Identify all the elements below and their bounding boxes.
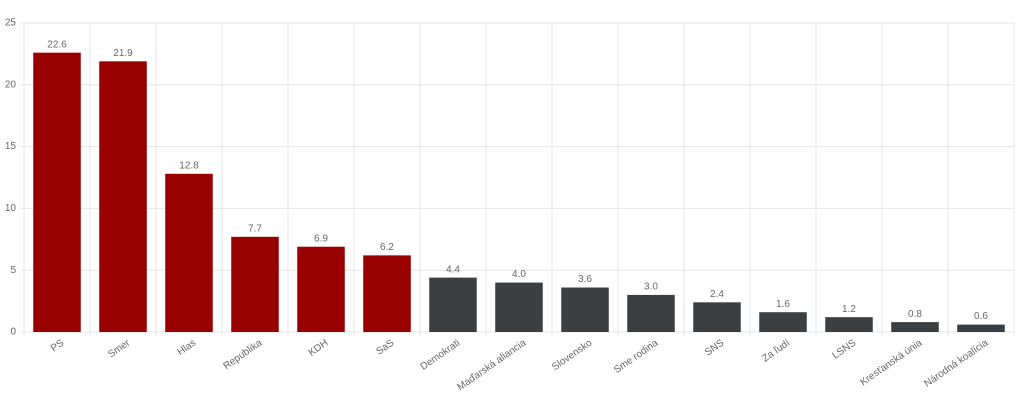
x-tick-label: Národná koalícia bbox=[922, 337, 990, 389]
value-label: 0.8 bbox=[908, 309, 922, 320]
x-tick-label: Smer bbox=[106, 337, 132, 360]
bar bbox=[165, 173, 213, 332]
bar bbox=[891, 322, 939, 332]
x-tick-label: Hlas bbox=[176, 338, 199, 358]
bar bbox=[957, 324, 1005, 332]
x-tick-label: PS bbox=[49, 337, 67, 354]
value-label: 3.0 bbox=[644, 282, 658, 293]
bar bbox=[429, 277, 477, 332]
bar bbox=[693, 302, 741, 332]
x-tick-label: LSNS bbox=[831, 337, 859, 361]
value-label: 4.4 bbox=[446, 264, 460, 275]
y-tick-label: 20 bbox=[5, 79, 17, 90]
y-tick-label: 5 bbox=[10, 265, 16, 276]
bar bbox=[297, 246, 345, 332]
bar bbox=[825, 317, 873, 332]
bar bbox=[33, 52, 81, 332]
value-label: 2.4 bbox=[710, 289, 724, 300]
y-tick-label: 15 bbox=[5, 141, 17, 152]
x-tick-label: SNS bbox=[703, 337, 726, 358]
value-label: 6.2 bbox=[380, 242, 394, 253]
value-label: 4.0 bbox=[512, 269, 526, 280]
bar bbox=[495, 282, 543, 332]
value-label: 6.9 bbox=[314, 233, 328, 244]
y-tick-label: 0 bbox=[10, 327, 16, 338]
x-tick-label: Republika bbox=[221, 337, 264, 372]
value-label: 7.7 bbox=[248, 223, 262, 234]
x-tick-label: Maďarská aliancia bbox=[455, 337, 528, 393]
x-tick-label: KDH bbox=[307, 338, 331, 359]
bar bbox=[99, 61, 147, 332]
value-label: 1.6 bbox=[776, 299, 790, 310]
x-tick-label: SaS bbox=[374, 337, 396, 357]
value-label: 0.6 bbox=[974, 311, 988, 322]
x-tick-label: Kresťanská únia bbox=[858, 337, 924, 388]
value-label: 21.9 bbox=[113, 48, 133, 59]
bar bbox=[561, 287, 609, 332]
value-label: 22.6 bbox=[47, 39, 67, 50]
value-label: 12.8 bbox=[179, 160, 199, 171]
bar bbox=[363, 255, 411, 332]
x-tick-label: Slovensko bbox=[550, 337, 594, 373]
bar bbox=[231, 236, 279, 332]
y-tick-label: 25 bbox=[5, 18, 17, 29]
bar bbox=[627, 294, 675, 332]
value-label: 1.2 bbox=[842, 304, 856, 315]
x-tick-label: Demokrati bbox=[419, 338, 463, 373]
x-tick-label: Za ľudí bbox=[760, 337, 792, 364]
y-tick-label: 10 bbox=[5, 203, 17, 214]
value-label: 3.6 bbox=[578, 274, 592, 285]
bar bbox=[759, 312, 807, 332]
x-tick-label: Sme rodina bbox=[612, 337, 661, 376]
